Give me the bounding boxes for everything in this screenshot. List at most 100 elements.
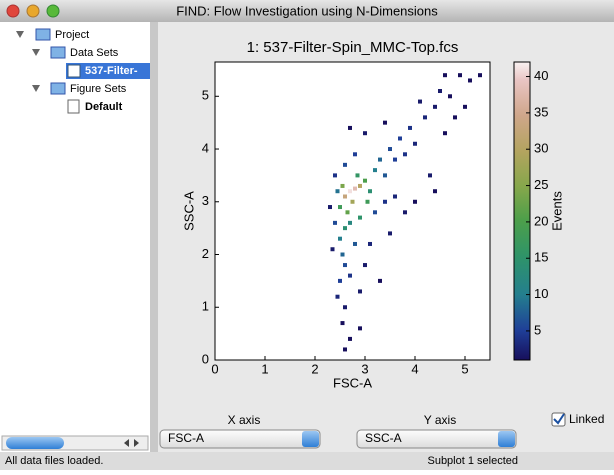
colorbar-tick-label: 30 <box>534 141 548 156</box>
colorbar-tick-label: 20 <box>534 213 548 228</box>
event-point <box>413 141 417 146</box>
event-point <box>340 183 345 188</box>
event-point <box>353 152 357 157</box>
event-point <box>348 336 352 341</box>
x-tick-label: 3 <box>361 361 368 376</box>
x-tick-label: 4 <box>411 361 418 376</box>
event-point <box>403 210 407 215</box>
x-axis-label: X axis <box>228 413 261 427</box>
event-point <box>348 273 352 278</box>
folder-icon <box>35 28 51 41</box>
tree-item[interactable]: Data Sets <box>70 47 119 59</box>
event-point <box>338 278 342 283</box>
colorbar-title: Events <box>549 191 564 231</box>
x-axis-title: FSC-A <box>333 375 372 390</box>
event-point <box>353 241 357 246</box>
y-axis-select[interactable] <box>356 429 517 449</box>
event-point <box>468 78 472 83</box>
event-point <box>448 94 452 99</box>
splitter[interactable] <box>150 22 158 452</box>
y-axis-value: SSC-A <box>365 431 402 445</box>
y-tick-label: 3 <box>202 193 209 208</box>
event-point <box>338 205 342 210</box>
event-point <box>433 189 437 194</box>
event-point <box>350 199 355 204</box>
event-point <box>343 162 347 167</box>
axes-frame <box>214 61 491 361</box>
check-mark <box>553 413 565 425</box>
tree-item[interactable]: 537-Filter- <box>85 65 138 77</box>
event-point <box>330 247 335 252</box>
event-point <box>343 305 347 310</box>
linked-label[interactable]: Linked <box>569 412 604 426</box>
event-point <box>453 115 457 120</box>
event-point <box>373 210 377 215</box>
scroll-arrows[interactable] <box>124 439 139 447</box>
folder-icon <box>50 82 66 95</box>
x-tick-label: 5 <box>461 361 468 376</box>
event-point <box>373 168 377 173</box>
x-tick-label: 1 <box>261 361 268 376</box>
event-point <box>413 199 417 204</box>
event-point <box>393 157 397 162</box>
event-point <box>335 294 340 299</box>
plot: 1: 537-Filter-Spin_MMC-Top.fcs 0 1 2 3 4 5 0 1 2 3… <box>181 39 564 390</box>
event-point <box>383 120 387 125</box>
event-point <box>443 131 447 136</box>
zoom-button[interactable] <box>46 4 60 18</box>
scroll-thumb[interactable] <box>6 437 64 449</box>
event-point <box>383 173 387 178</box>
y-tick-label: 2 <box>202 246 209 261</box>
event-point <box>463 104 467 109</box>
tree-item[interactable]: Figure Sets <box>70 83 127 95</box>
folder-icon <box>50 46 66 59</box>
window-title: FIND: Flow Investigation using N-Dimensi… <box>176 3 438 18</box>
disclosure[interactable] <box>32 49 40 56</box>
event-point <box>343 194 347 199</box>
event-point <box>343 263 347 268</box>
y-tick-label: 1 <box>202 299 209 314</box>
y-axis-title: SSC-A <box>181 191 196 231</box>
event-point <box>368 189 372 194</box>
tree-item[interactable]: Project <box>55 29 89 41</box>
colorbar-tick-label: 5 <box>534 322 541 337</box>
event-point <box>358 215 362 220</box>
event-point <box>393 194 397 199</box>
minimize-button[interactable] <box>26 4 40 18</box>
event-point <box>388 147 392 152</box>
status-right: Subplot 1 selected <box>427 455 518 467</box>
event-point <box>438 89 442 94</box>
tree-panel <box>0 22 150 452</box>
event-point <box>378 278 382 283</box>
event-point <box>383 199 387 204</box>
event-point <box>328 205 332 210</box>
event-point <box>368 241 372 246</box>
event-point <box>338 236 342 241</box>
x-tick-label: 0 <box>211 361 218 376</box>
y-tick-label: 0 <box>202 351 209 366</box>
select-arrow <box>302 431 319 447</box>
disclosure[interactable] <box>32 85 40 92</box>
event-point <box>340 252 345 257</box>
event-point <box>355 173 360 178</box>
close-button[interactable] <box>6 4 20 18</box>
tree-item[interactable]: Default <box>85 101 123 113</box>
disclosure[interactable] <box>16 31 24 38</box>
y-axis-label: Y axis <box>424 413 456 427</box>
event-point <box>423 115 427 120</box>
event-point <box>333 220 337 225</box>
event-point <box>345 210 350 215</box>
event-point <box>335 189 340 194</box>
event-point <box>363 131 367 136</box>
event-point <box>358 289 362 294</box>
doc-icon <box>67 99 80 114</box>
event-point <box>363 178 367 183</box>
event-point <box>428 173 432 178</box>
tree: Project Data Sets 537-Filter- Figure Set… <box>16 28 150 114</box>
event-point <box>365 199 370 204</box>
event-point <box>343 347 347 352</box>
selection <box>66 63 150 79</box>
colorbar-tick-label: 15 <box>534 250 548 265</box>
x-axis-select[interactable] <box>159 429 321 449</box>
